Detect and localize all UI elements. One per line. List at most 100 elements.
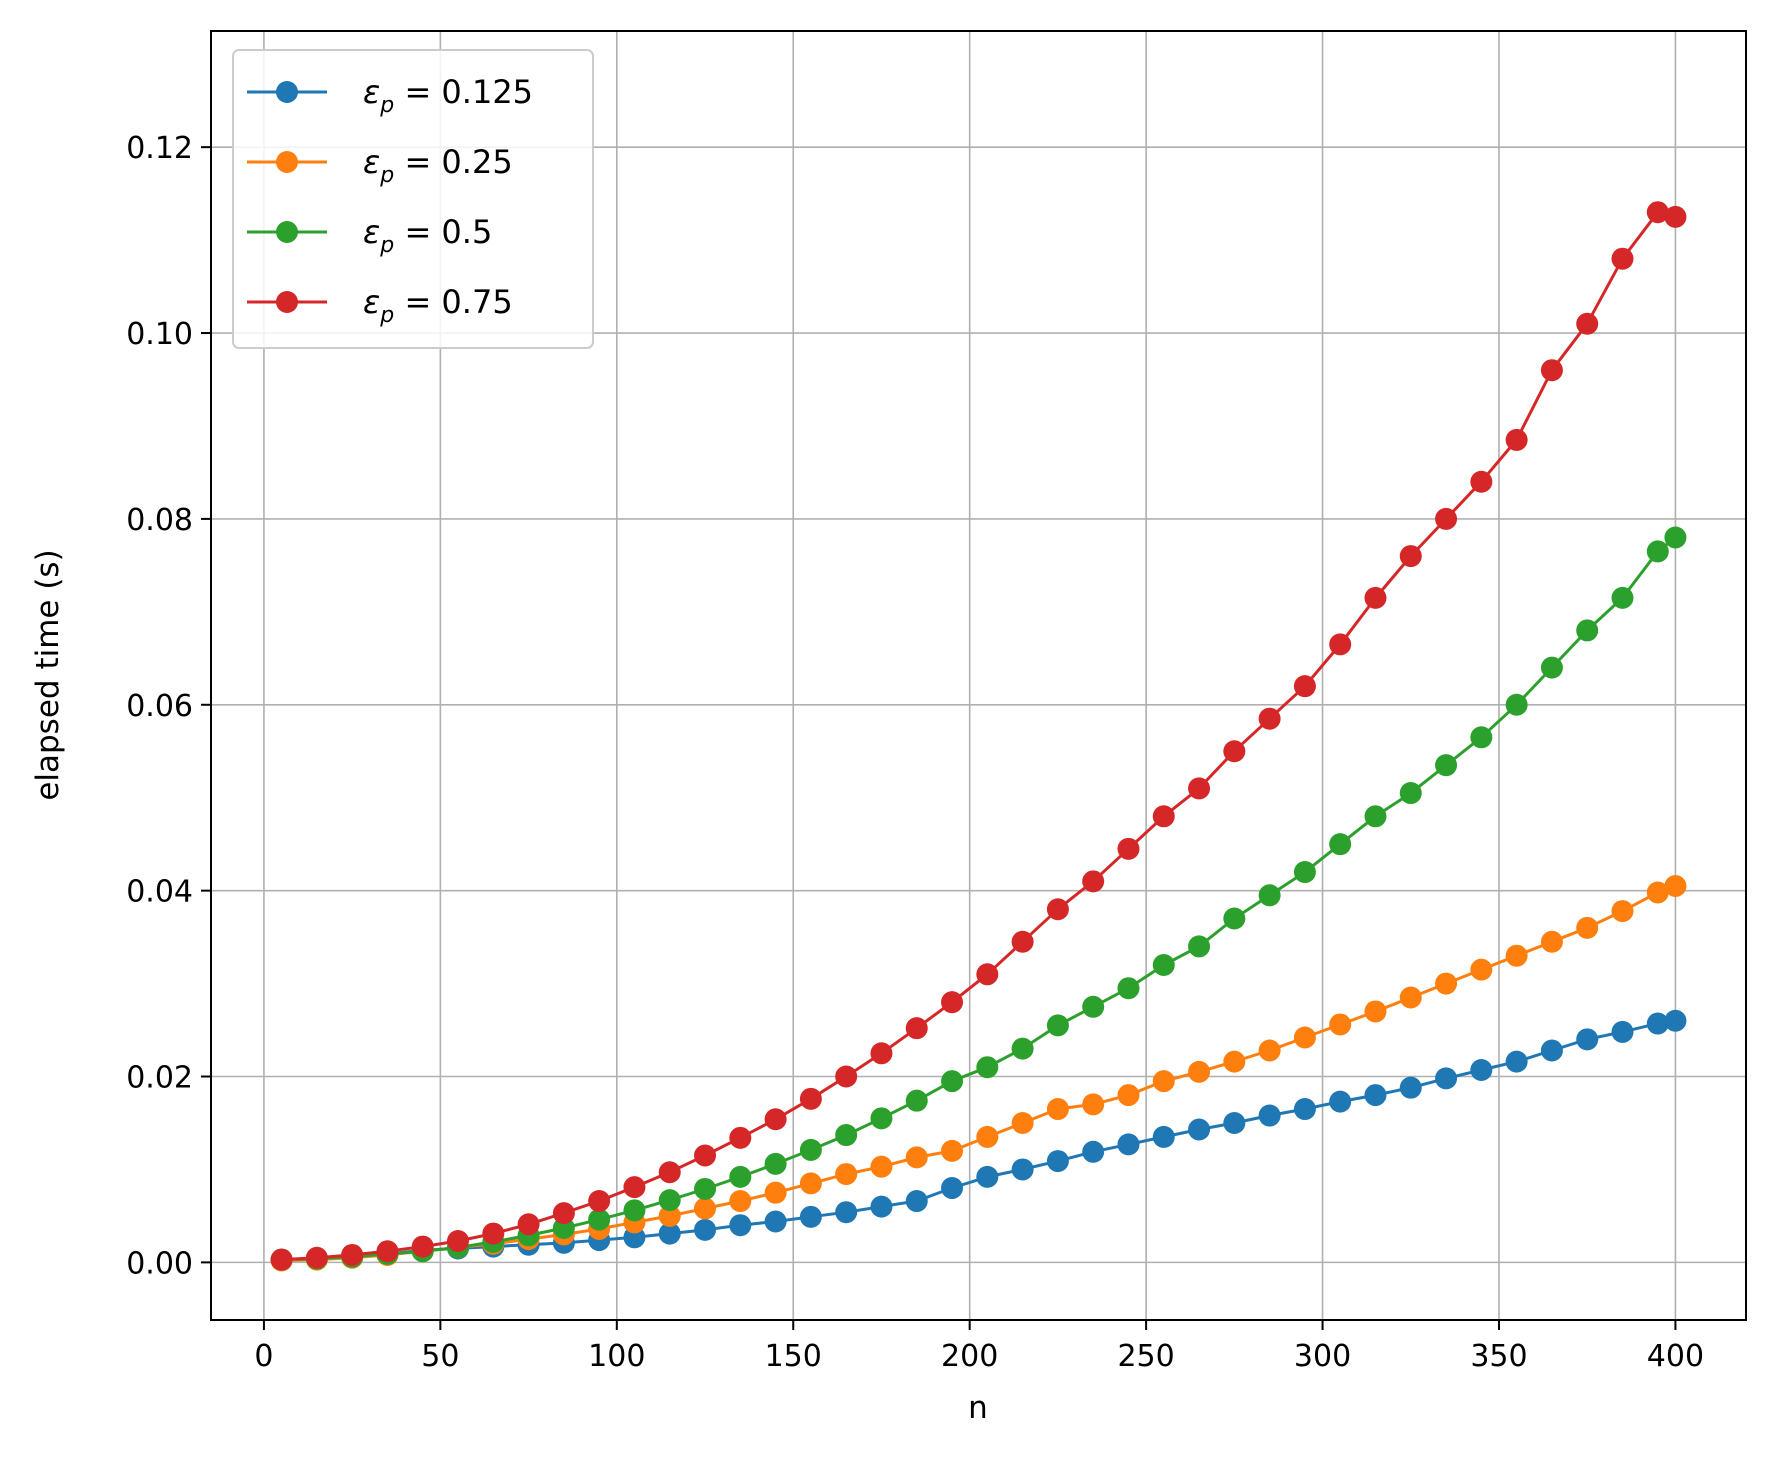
data-point bbox=[1505, 693, 1528, 716]
data-point bbox=[694, 1197, 717, 1220]
data-point bbox=[870, 1155, 893, 1178]
data-point bbox=[799, 1172, 822, 1195]
ticks: 0 50 100 150 200 250 300 350 400 0.00 0.02 0.04 0.06… bbox=[126, 131, 1704, 1374]
data-point bbox=[1011, 1158, 1034, 1181]
data-point bbox=[1470, 470, 1493, 493]
legend-label: εp = 0.25 bbox=[363, 143, 513, 188]
data-point bbox=[1364, 1084, 1387, 1107]
data-point bbox=[799, 1138, 822, 1161]
legend-label: εp = 0.125 bbox=[363, 73, 533, 118]
x-tick-label: 250 bbox=[1117, 1339, 1174, 1374]
data-point bbox=[1082, 1140, 1105, 1163]
data-point bbox=[1082, 870, 1105, 893]
data-point bbox=[1011, 1037, 1034, 1060]
data-point bbox=[1188, 1060, 1211, 1083]
data-point bbox=[1399, 782, 1422, 805]
data-point bbox=[1540, 930, 1563, 953]
data-point bbox=[1470, 726, 1493, 749]
data-point bbox=[376, 1240, 399, 1263]
data-point bbox=[1223, 1050, 1246, 1073]
data-point bbox=[1664, 205, 1687, 228]
data-point bbox=[799, 1087, 822, 1110]
data-point bbox=[1540, 656, 1563, 679]
data-point bbox=[1329, 1090, 1352, 1113]
data-point bbox=[764, 1108, 787, 1131]
data-point bbox=[976, 963, 999, 986]
data-point bbox=[835, 1065, 858, 1088]
data-point bbox=[729, 1214, 752, 1237]
data-point bbox=[1470, 1059, 1493, 1082]
data-point bbox=[270, 1248, 293, 1271]
data-point bbox=[1152, 1070, 1175, 1093]
data-point bbox=[1540, 1039, 1563, 1062]
data-point bbox=[1258, 1104, 1281, 1127]
data-point bbox=[623, 1199, 646, 1222]
data-point bbox=[976, 1125, 999, 1148]
x-tick-label: 350 bbox=[1470, 1339, 1527, 1374]
data-point bbox=[1540, 359, 1563, 382]
data-point bbox=[729, 1126, 752, 1149]
data-point bbox=[1258, 707, 1281, 730]
y-tick-label: 0.04 bbox=[126, 875, 193, 910]
data-point bbox=[1293, 675, 1316, 698]
data-point bbox=[1117, 977, 1140, 1000]
data-point bbox=[1435, 1067, 1458, 1090]
data-point bbox=[1293, 1098, 1316, 1121]
data-point bbox=[1188, 935, 1211, 958]
data-point bbox=[1399, 545, 1422, 568]
x-tick-label: 50 bbox=[421, 1339, 459, 1374]
legend-label: εp = 0.5 bbox=[363, 213, 492, 258]
data-point bbox=[799, 1205, 822, 1228]
y-tick-label: 0.12 bbox=[126, 131, 193, 166]
data-point bbox=[1576, 1028, 1599, 1051]
data-point bbox=[1046, 1098, 1069, 1121]
data-point bbox=[1435, 754, 1458, 777]
data-point bbox=[1223, 1111, 1246, 1134]
data-point bbox=[1046, 1150, 1069, 1173]
data-point bbox=[341, 1243, 364, 1266]
data-point bbox=[941, 1070, 964, 1093]
data-point bbox=[1223, 740, 1246, 763]
y-tick-label: 0.08 bbox=[126, 503, 193, 538]
data-point bbox=[941, 1139, 964, 1162]
data-point bbox=[1435, 972, 1458, 995]
data-point bbox=[1046, 1014, 1069, 1037]
data-point bbox=[1364, 586, 1387, 609]
data-point bbox=[1188, 777, 1211, 800]
plot-frame bbox=[210, 30, 1747, 1321]
y-tick-label: 0.06 bbox=[126, 689, 193, 724]
data-point bbox=[729, 1165, 752, 1188]
data-point bbox=[694, 1144, 717, 1167]
data-point bbox=[835, 1163, 858, 1186]
data-point bbox=[1399, 986, 1422, 1009]
legend-marker bbox=[276, 221, 298, 243]
data-point bbox=[1082, 1093, 1105, 1116]
x-axis-label: n bbox=[968, 1390, 988, 1426]
data-point bbox=[694, 1177, 717, 1200]
data-point bbox=[1011, 1111, 1034, 1134]
data-point bbox=[905, 1146, 928, 1169]
data-point bbox=[1646, 881, 1669, 904]
data-point bbox=[552, 1202, 575, 1225]
data-point bbox=[517, 1213, 540, 1236]
data-point bbox=[1646, 201, 1669, 224]
x-tick-label: 150 bbox=[765, 1339, 822, 1374]
x-tick-label: 300 bbox=[1294, 1339, 1351, 1374]
data-point bbox=[1117, 837, 1140, 860]
data-point bbox=[588, 1190, 611, 1213]
data-point bbox=[658, 1204, 681, 1227]
data-point bbox=[482, 1222, 505, 1245]
data-point bbox=[1117, 1133, 1140, 1156]
data-point bbox=[1664, 526, 1687, 549]
data-point bbox=[447, 1230, 470, 1253]
data-point bbox=[1329, 1013, 1352, 1036]
data-point bbox=[1435, 507, 1458, 530]
data-point bbox=[1664, 874, 1687, 897]
legend-marker bbox=[276, 151, 298, 173]
data-point bbox=[1364, 805, 1387, 828]
legend-box bbox=[232, 49, 594, 349]
data-point bbox=[1470, 958, 1493, 981]
data-point bbox=[1188, 1118, 1211, 1141]
